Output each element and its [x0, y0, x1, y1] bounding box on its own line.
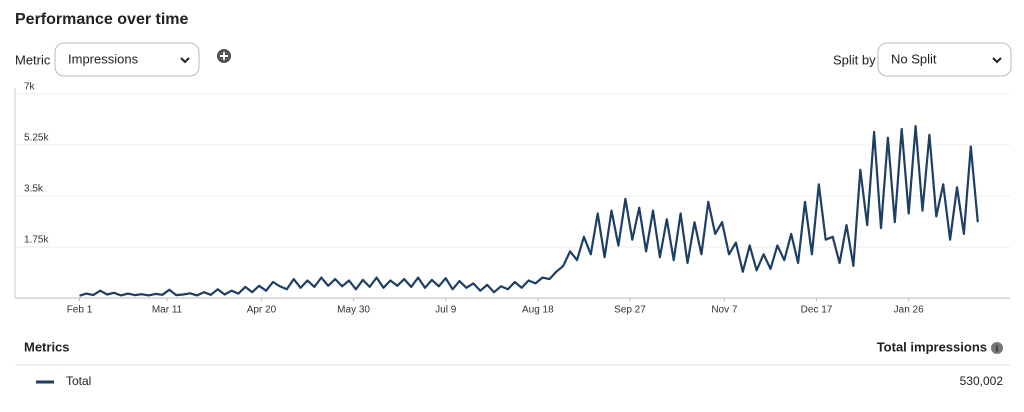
table-header: Total impressions: [877, 339, 987, 354]
row-value: 530,002: [960, 374, 1004, 388]
x-tick-label: Aug 18: [522, 305, 554, 316]
x-tick-label: Sep 27: [614, 305, 646, 316]
table-header: Metrics: [24, 339, 70, 354]
x-tick-label: May 30: [337, 305, 370, 316]
x-tick-label: Mar 11: [152, 305, 183, 316]
info-icon[interactable]: [991, 342, 1003, 354]
y-tick-label: 1.75k: [24, 235, 49, 246]
x-tick-label: Nov 7: [711, 305, 738, 316]
split-dropdown[interactable]: No Split: [877, 42, 1012, 77]
dropdown-value: No Split: [891, 51, 937, 66]
y-tick-label: 5.25k: [24, 133, 49, 144]
metric-label: Metric: [15, 52, 51, 67]
x-tick-label: Jan 26: [894, 305, 924, 316]
title: Performance over time: [15, 11, 189, 28]
metric-dropdown[interactable]: Impressions: [54, 42, 200, 77]
y-tick-label: 7k: [24, 82, 36, 93]
x-tick-label: Dec 17: [801, 305, 833, 316]
dropdown-value: Impressions: [68, 51, 139, 66]
x-tick-label: Apr 20: [247, 305, 277, 316]
plus: [220, 52, 228, 60]
info-glyph: i: [996, 343, 999, 353]
chevron: [180, 57, 190, 64]
dropdown-box: [54, 42, 200, 77]
split-label: Split by: [833, 52, 876, 67]
dropdown-box: [877, 42, 1012, 77]
chevron: [992, 57, 1002, 64]
row-label: Total: [66, 374, 91, 388]
y-tick-label: 3.5k: [24, 184, 44, 195]
add-metric[interactable]: [217, 49, 231, 63]
line-series: [79, 125, 979, 297]
x-tick-label: Feb 1: [67, 305, 93, 316]
x-tick-label: Jul 9: [435, 305, 457, 316]
